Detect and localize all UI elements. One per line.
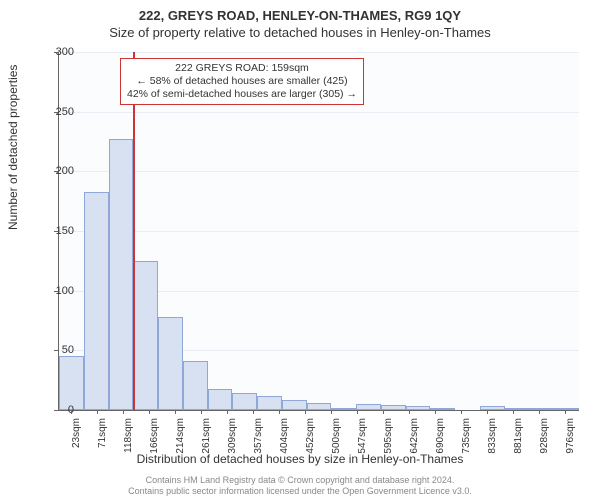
histogram-bar xyxy=(554,408,579,410)
histogram-bar xyxy=(307,403,332,410)
x-tick-mark xyxy=(409,410,410,414)
chart-plot-area xyxy=(58,52,579,411)
x-tick-mark xyxy=(435,410,436,414)
histogram-bar xyxy=(331,408,356,410)
x-tick-mark xyxy=(253,410,254,414)
histogram-bar xyxy=(183,361,208,410)
y-tick-mark xyxy=(54,112,58,113)
x-tick-mark xyxy=(149,410,150,414)
histogram-bar xyxy=(208,389,233,410)
x-tick-mark xyxy=(123,410,124,414)
annotation-line-1: 222 GREYS ROAD: 159sqm xyxy=(127,62,357,75)
y-tick-mark xyxy=(54,231,58,232)
x-tick-mark xyxy=(279,410,280,414)
y-tick-mark xyxy=(54,350,58,351)
histogram-bar xyxy=(84,192,109,410)
histogram-bar xyxy=(109,139,134,410)
footer-attribution: Contains HM Land Registry data © Crown c… xyxy=(0,475,600,497)
x-tick-mark xyxy=(383,410,384,414)
x-tick-mark xyxy=(331,410,332,414)
histogram-bar xyxy=(232,393,257,410)
x-axis-label: Distribution of detached houses by size … xyxy=(0,452,600,466)
property-marker-line xyxy=(133,52,135,410)
x-tick-mark xyxy=(487,410,488,414)
y-tick-mark xyxy=(54,171,58,172)
bars-group xyxy=(59,52,579,410)
x-tick-mark xyxy=(175,410,176,414)
histogram-bar xyxy=(529,408,554,410)
title-sub: Size of property relative to detached ho… xyxy=(0,23,600,40)
histogram-bar xyxy=(356,404,381,410)
x-tick-mark xyxy=(461,410,462,414)
y-tick-mark xyxy=(54,52,58,53)
x-tick-mark xyxy=(201,410,202,414)
histogram-bar xyxy=(133,261,158,410)
annotation-line-3: 42% of semi-detached houses are larger (… xyxy=(127,88,357,101)
footer-line-1: Contains HM Land Registry data © Crown c… xyxy=(0,475,600,486)
x-tick-mark xyxy=(539,410,540,414)
y-tick-mark xyxy=(54,410,58,411)
x-tick-mark xyxy=(71,410,72,414)
x-tick-mark xyxy=(305,410,306,414)
title-main: 222, GREYS ROAD, HENLEY-ON-THAMES, RG9 1… xyxy=(0,0,600,23)
histogram-bar xyxy=(158,317,183,410)
histogram-bar xyxy=(257,396,282,410)
annotation-box: 222 GREYS ROAD: 159sqm ← 58% of detached… xyxy=(120,58,364,105)
x-tick-mark xyxy=(565,410,566,414)
x-tick-mark xyxy=(97,410,98,414)
footer-line-2: Contains public sector information licen… xyxy=(0,486,600,497)
x-tick-mark xyxy=(357,410,358,414)
x-tick-mark xyxy=(513,410,514,414)
histogram-bar xyxy=(505,408,530,410)
histogram-bar xyxy=(381,405,406,410)
y-tick-mark xyxy=(54,291,58,292)
annotation-line-2: ← 58% of detached houses are smaller (42… xyxy=(127,75,357,88)
y-axis-label: Number of detached properties xyxy=(6,65,20,230)
x-tick-mark xyxy=(227,410,228,414)
histogram-bar xyxy=(282,400,307,410)
histogram-bar xyxy=(59,356,84,410)
histogram-bar xyxy=(480,406,505,410)
